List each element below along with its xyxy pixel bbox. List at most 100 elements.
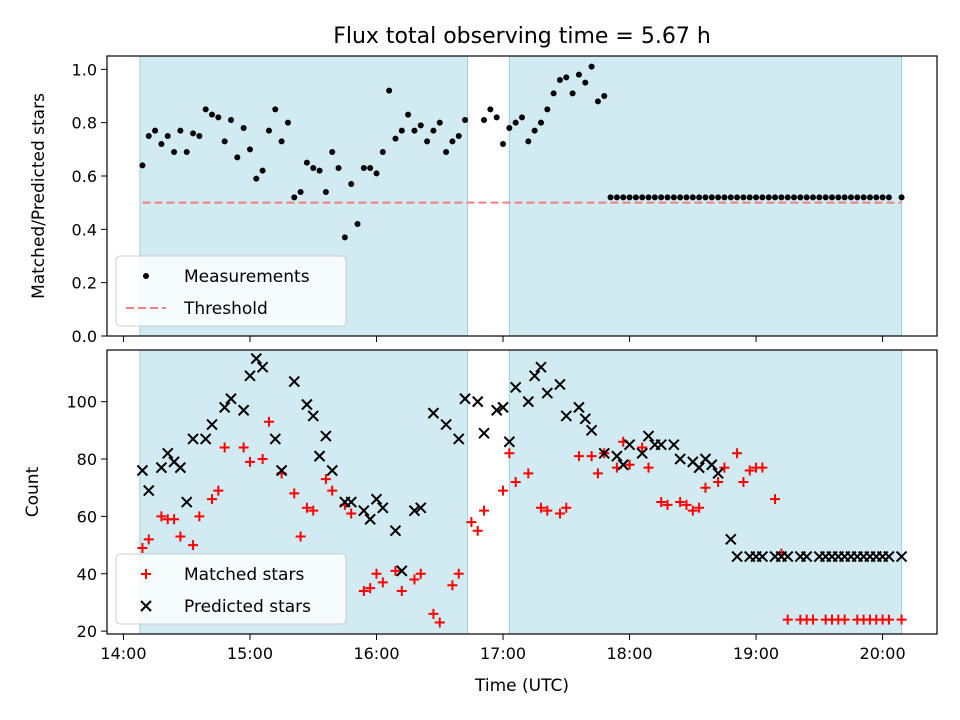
data-point (681, 499, 692, 510)
data-point (694, 502, 705, 513)
data-point (462, 117, 469, 123)
data-point (411, 127, 418, 134)
data-point (607, 194, 614, 201)
data-point (623, 438, 636, 451)
data-point (263, 416, 274, 427)
data-point (162, 447, 174, 459)
data-point (746, 194, 753, 201)
data-point (155, 461, 168, 474)
x-axis-label: Time (UTC) (474, 676, 569, 696)
data-point (651, 194, 658, 201)
data-point (738, 476, 749, 487)
data-point (582, 79, 589, 86)
data-point (636, 447, 648, 459)
data-point (472, 395, 484, 408)
data-point (715, 194, 722, 201)
data-point (238, 442, 249, 453)
data-point (275, 464, 288, 477)
data-point (784, 194, 791, 201)
data-point (181, 496, 193, 508)
legend-label: Matched stars (184, 565, 304, 585)
data-point (190, 130, 197, 137)
data-point (346, 508, 357, 519)
y-tick-label: 0.0 (72, 327, 97, 346)
data-point (225, 393, 237, 405)
data-point (175, 531, 186, 542)
data-point (237, 404, 250, 416)
data-point (213, 485, 224, 496)
data-point (307, 410, 319, 422)
data-point (528, 370, 541, 382)
data-point (544, 106, 551, 113)
data-point (655, 438, 667, 451)
legend-swatch (141, 569, 151, 579)
x-tick-label: 20:00 (860, 644, 906, 663)
data-point (696, 194, 703, 201)
data-point (586, 451, 597, 462)
x-tick-label: 19:00 (733, 644, 779, 663)
data-point (481, 117, 488, 123)
data-point (860, 194, 867, 201)
data-point (427, 407, 440, 419)
data-point (278, 138, 285, 145)
data-point (662, 499, 673, 510)
data-point (770, 494, 781, 505)
data-point (174, 461, 187, 474)
data-point (297, 189, 304, 195)
data-point (542, 505, 553, 516)
data-point (847, 194, 854, 201)
y-tick-label: 80 (77, 450, 97, 469)
data-point (370, 493, 383, 505)
data-point (700, 482, 711, 493)
data-point (156, 511, 167, 522)
y-tick-label: 1.0 (72, 60, 97, 79)
data-point (689, 194, 696, 201)
data-point (371, 568, 382, 579)
data-point (291, 194, 298, 201)
data-point (466, 517, 477, 528)
data-point (816, 194, 823, 201)
data-point (835, 194, 842, 201)
data-point (797, 194, 804, 201)
data-point (379, 149, 386, 155)
data-point (560, 410, 572, 422)
data-point (854, 194, 861, 201)
data-point (803, 194, 810, 201)
data-point (137, 542, 148, 553)
data-point (206, 418, 218, 431)
data-point (702, 194, 709, 201)
data-point (392, 135, 399, 142)
data-point (569, 90, 576, 97)
plot-frame (106, 55, 938, 337)
data-point (506, 125, 513, 131)
data-point (244, 456, 255, 467)
data-point (759, 194, 766, 201)
data-point (430, 127, 437, 134)
data-point (358, 504, 370, 517)
data-point (136, 464, 149, 477)
y-tick-label: 0.6 (72, 167, 97, 186)
data-point (187, 433, 199, 445)
data-point (415, 568, 426, 579)
data-point (398, 127, 405, 134)
data-point (479, 505, 490, 516)
data-point (839, 614, 850, 625)
data-point (781, 550, 794, 563)
data-point (209, 111, 216, 118)
legend-swatch (143, 273, 149, 279)
y-tick-label: 60 (77, 507, 97, 526)
data-point (683, 194, 690, 201)
data-point (472, 525, 483, 536)
data-point (455, 133, 462, 139)
data-point (885, 194, 892, 201)
data-point (269, 433, 281, 445)
data-point (613, 194, 620, 201)
data-point (424, 138, 431, 145)
data-point (841, 194, 848, 201)
data-point (240, 125, 247, 131)
data-point (453, 433, 465, 445)
data-point (626, 194, 633, 201)
data-point (725, 533, 737, 546)
data-point (409, 574, 420, 585)
